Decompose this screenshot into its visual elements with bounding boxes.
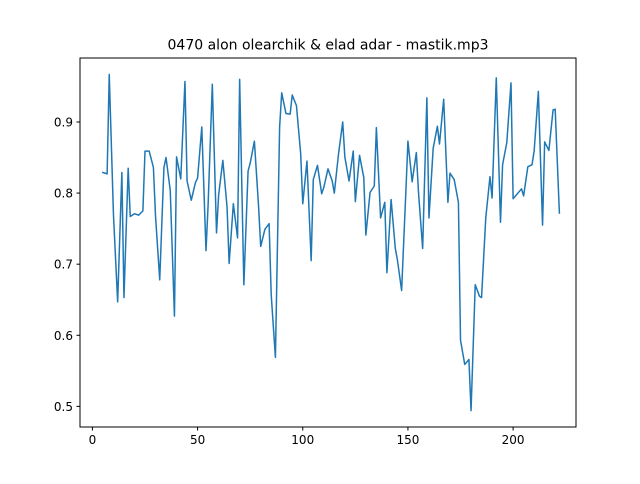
- axes-frame: [79, 57, 577, 428]
- x-tick-label: 50: [190, 433, 205, 447]
- x-tick-label: 0: [89, 433, 97, 447]
- y-tick-label: 0.7: [54, 258, 73, 272]
- y-tick-label: 0.5: [54, 400, 73, 414]
- plot-area: [101, 73, 561, 412]
- y-tick-label: 0.9: [54, 115, 73, 129]
- series-line-0: [101, 73, 561, 412]
- x-tick-label: 150: [396, 433, 419, 447]
- y-axis: 0.5 0.6 0.7 0.8 0.9: [54, 115, 80, 414]
- x-axis: 0 50 100 150 200: [89, 427, 525, 447]
- chart-title: 0470 alon olearchik & elad adar - mastik…: [168, 38, 489, 54]
- x-tick-label: 200: [502, 433, 525, 447]
- y-tick-label: 0.6: [54, 329, 73, 343]
- x-tick-label: 100: [291, 433, 314, 447]
- y-tick-label: 0.8: [54, 187, 73, 201]
